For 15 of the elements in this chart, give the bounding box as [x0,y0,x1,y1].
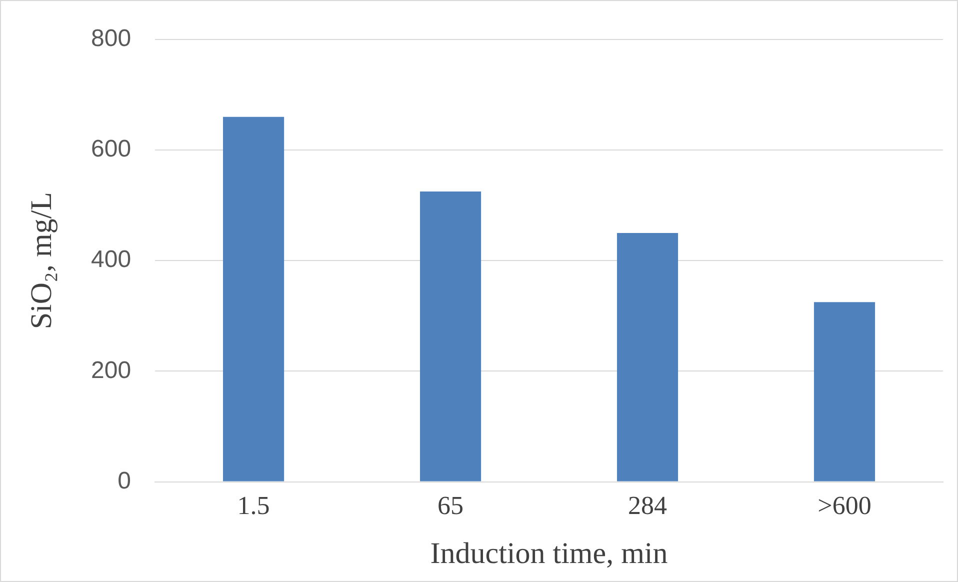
y-tick-label: 0 [118,467,132,494]
x-axis-title: Induction time, min [430,536,668,570]
y-tick-label: 800 [90,25,132,52]
y-tick-label: 600 [90,136,132,163]
bar [420,191,482,482]
bar [616,232,678,482]
x-tick-label: 1.5 [237,491,270,520]
x-tick-label: 65 [438,491,464,520]
y-tick-label: 400 [90,246,132,274]
y-axis-title: SiO₂, mg/L [24,192,58,330]
bar [814,302,876,482]
bar [223,116,284,482]
x-tick-label: 284 [628,491,668,520]
y-tick-label: 200 [90,356,132,384]
x-tick-label: >600 [818,491,872,520]
